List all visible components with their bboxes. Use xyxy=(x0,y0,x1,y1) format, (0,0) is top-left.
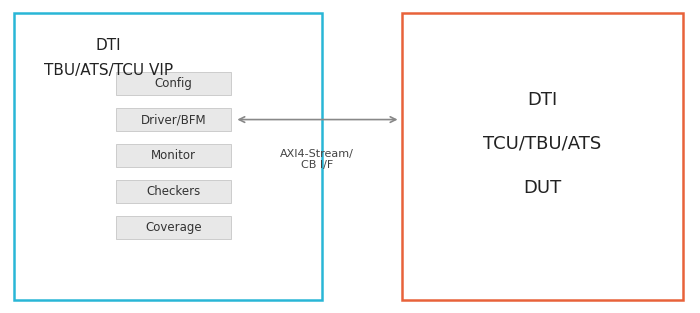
Bar xyxy=(14,13,322,300)
Text: Checkers: Checkers xyxy=(146,185,200,198)
Text: TCU/TBU/ATS: TCU/TBU/ATS xyxy=(484,135,601,153)
Text: TBU/ATS/TCU VIP: TBU/ATS/TCU VIP xyxy=(44,63,173,78)
Text: Config: Config xyxy=(154,77,192,90)
Text: AXI4-Stream/
CB I/F: AXI4-Stream/ CB I/F xyxy=(280,149,354,171)
Bar xyxy=(116,180,231,203)
Text: DTI: DTI xyxy=(96,38,121,53)
Bar xyxy=(402,13,682,300)
Text: Coverage: Coverage xyxy=(145,221,202,234)
Bar xyxy=(116,108,231,131)
Bar xyxy=(116,144,231,167)
Text: DUT: DUT xyxy=(524,179,561,197)
Text: Driver/BFM: Driver/BFM xyxy=(141,113,206,126)
Text: Monitor: Monitor xyxy=(150,149,196,162)
Bar xyxy=(116,216,231,239)
Text: DTI: DTI xyxy=(527,91,558,109)
Bar xyxy=(116,72,231,95)
